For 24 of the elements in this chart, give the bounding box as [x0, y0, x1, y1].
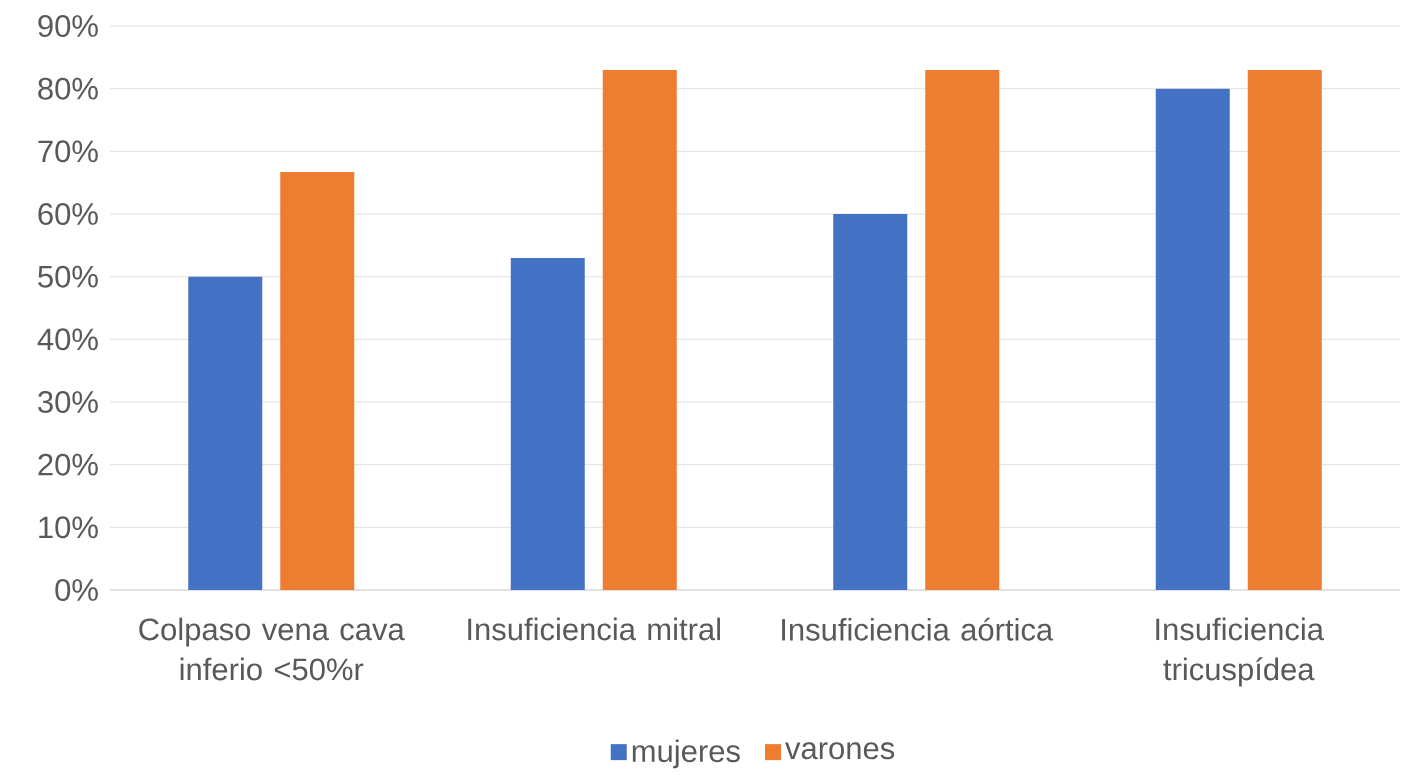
y-tick-label: 0% — [55, 579, 98, 601]
y-tick-label: 50% — [38, 265, 98, 288]
y-tick-label: 30% — [38, 391, 98, 413]
y-tick-label: 90% — [38, 15, 98, 37]
y-tick-label: 10% — [39, 516, 98, 539]
bar — [1247, 69, 1322, 590]
bar — [188, 276, 263, 590]
y-tick-label: 60% — [38, 203, 98, 225]
bar — [280, 172, 355, 590]
bar — [510, 257, 585, 590]
y-tick-label: 80% — [38, 77, 98, 100]
bar — [925, 69, 1000, 590]
bar — [1155, 88, 1230, 590]
x-tick-label: Insuficiencia aórtica — [782, 617, 1054, 641]
x-tick-label: Colpaso vena cava inferio <50%r — [139, 617, 405, 681]
x-tick-label: Insuficiencia tricuspídea — [1156, 617, 1324, 687]
y-tick-label: 70% — [38, 140, 98, 163]
y-tick-label: 20% — [38, 453, 98, 476]
x-tick-label: Insuficiencia mitral — [468, 617, 720, 641]
legend-label: varones — [785, 742, 895, 760]
bar — [602, 69, 677, 590]
bar — [833, 214, 908, 590]
y-tick-label: 40% — [37, 328, 98, 351]
legend-label: mujeres — [632, 739, 740, 769]
